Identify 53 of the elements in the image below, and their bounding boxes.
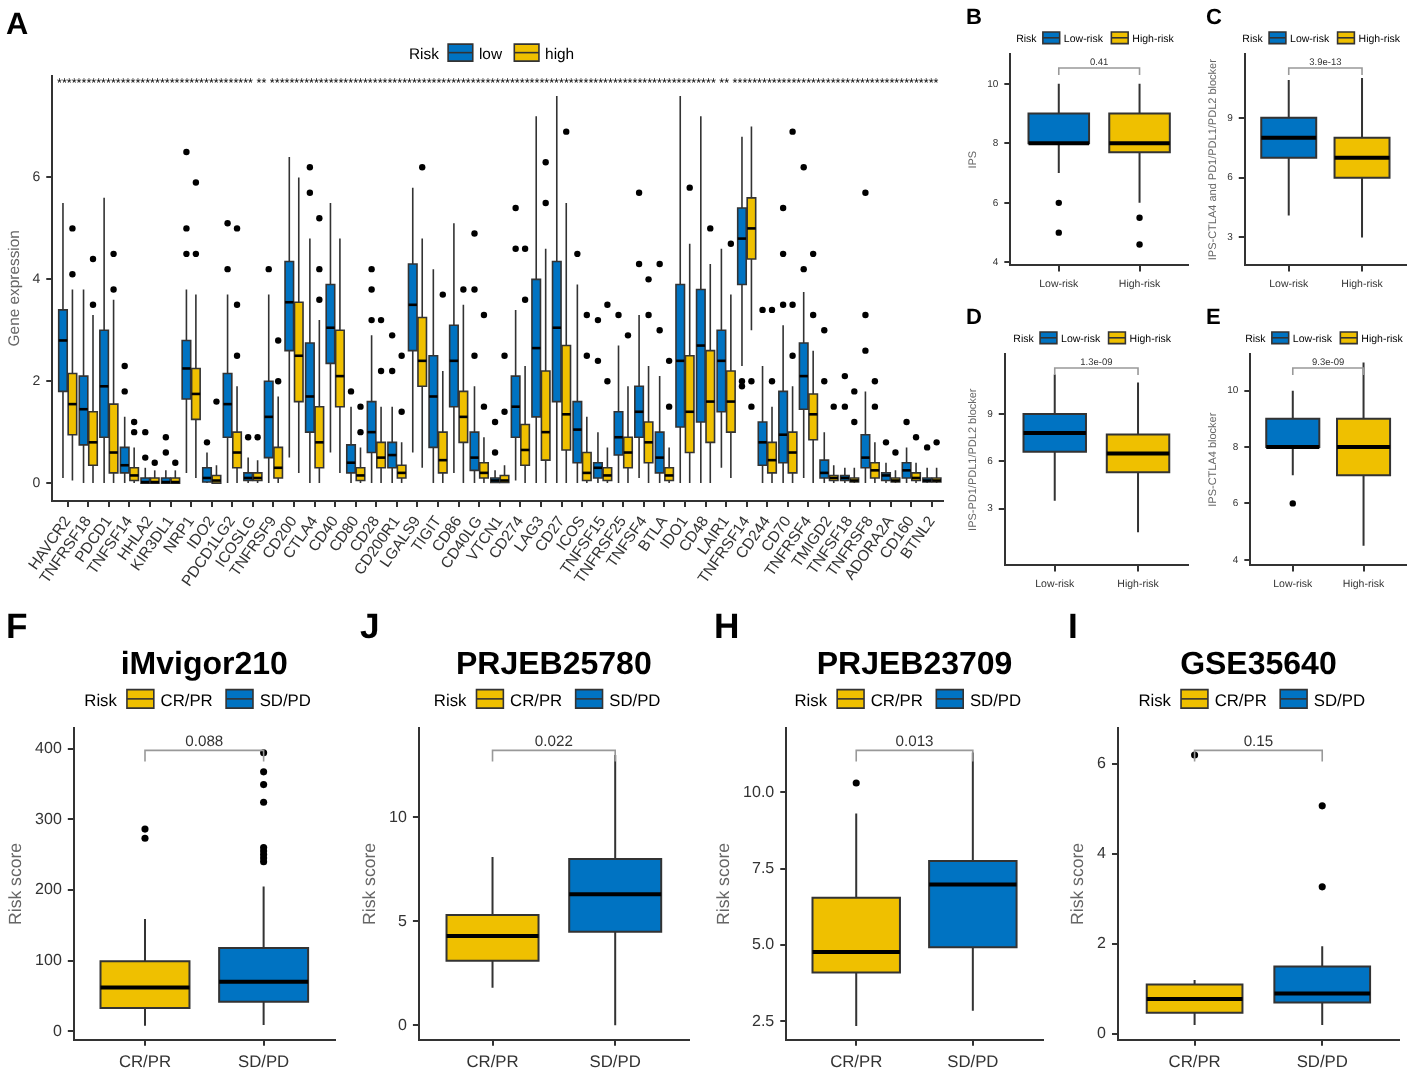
y-tick-label: 6: [1097, 754, 1108, 773]
chart-title: iMvigor210: [120, 647, 289, 682]
legend-label: CR/PR: [160, 689, 213, 710]
x-tick-label: SD/PD: [238, 1050, 290, 1071]
text: A: [6, 7, 29, 42]
legend-label: CR/PR: [510, 689, 563, 710]
text: D: [966, 306, 982, 330]
chart-title: PRJEB23709: [816, 647, 1013, 682]
y-tick-label: 5: [398, 911, 409, 930]
legend-label: CR/PR: [1214, 689, 1267, 710]
text: C: [1206, 6, 1222, 30]
x-tick-label: SD/PD: [947, 1050, 999, 1071]
text: F: [6, 606, 28, 647]
legend-title: Risk: [794, 689, 829, 710]
y-tick-label: 10: [389, 807, 408, 826]
chart-title: GSE35640: [1180, 647, 1337, 682]
x-tick-label: CR/PR: [1168, 1050, 1221, 1071]
y-axis-title: Risk score: [1067, 842, 1088, 925]
y-tick-label: 4: [1097, 844, 1108, 863]
y-tick-label: 300: [35, 809, 63, 828]
legend-label: SD/PD: [609, 689, 661, 710]
y-tick-label: 0: [398, 1015, 409, 1034]
legend-title: Risk: [84, 689, 119, 710]
text: J: [360, 606, 380, 647]
x-tick-label: SD/PD: [1296, 1050, 1348, 1071]
legend-title: Risk: [1138, 689, 1173, 710]
legend-label: SD/PD: [969, 689, 1022, 710]
legend-title: Risk: [433, 689, 469, 710]
y-axis-title: Risk score: [359, 842, 380, 925]
legend-label: CR/PR: [870, 689, 923, 710]
legend-label: SD/PD: [259, 689, 311, 710]
y-tick-label: 10.0: [743, 782, 776, 801]
text: I: [1068, 606, 1078, 647]
y-tick-label: 2.5: [752, 1011, 776, 1030]
chart-title: PRJEB25780: [456, 647, 652, 682]
text: B: [966, 6, 982, 30]
y-tick-label: 200: [35, 880, 63, 899]
legend-label: SD/PD: [1313, 689, 1366, 710]
y-tick-label: 7.5: [752, 859, 776, 878]
x-tick-label: CR/PR: [830, 1050, 883, 1071]
y-tick-label: 2: [1097, 934, 1108, 953]
y-tick-label: 5.0: [752, 935, 776, 954]
y-axis-title: Risk score: [5, 842, 26, 925]
y-tick-label: 400: [35, 738, 63, 757]
y-tick-label: 0: [1097, 1024, 1108, 1043]
x-tick-label: CR/PR: [466, 1050, 519, 1071]
text: H: [714, 606, 740, 647]
x-tick-label: SD/PD: [589, 1050, 641, 1071]
y-tick-label: 100: [35, 951, 63, 970]
y-tick-label: 0: [52, 1021, 63, 1040]
x-tick-label: CR/PR: [118, 1050, 172, 1071]
y-axis-title: Risk score: [713, 842, 734, 925]
text: E: [1206, 306, 1221, 330]
